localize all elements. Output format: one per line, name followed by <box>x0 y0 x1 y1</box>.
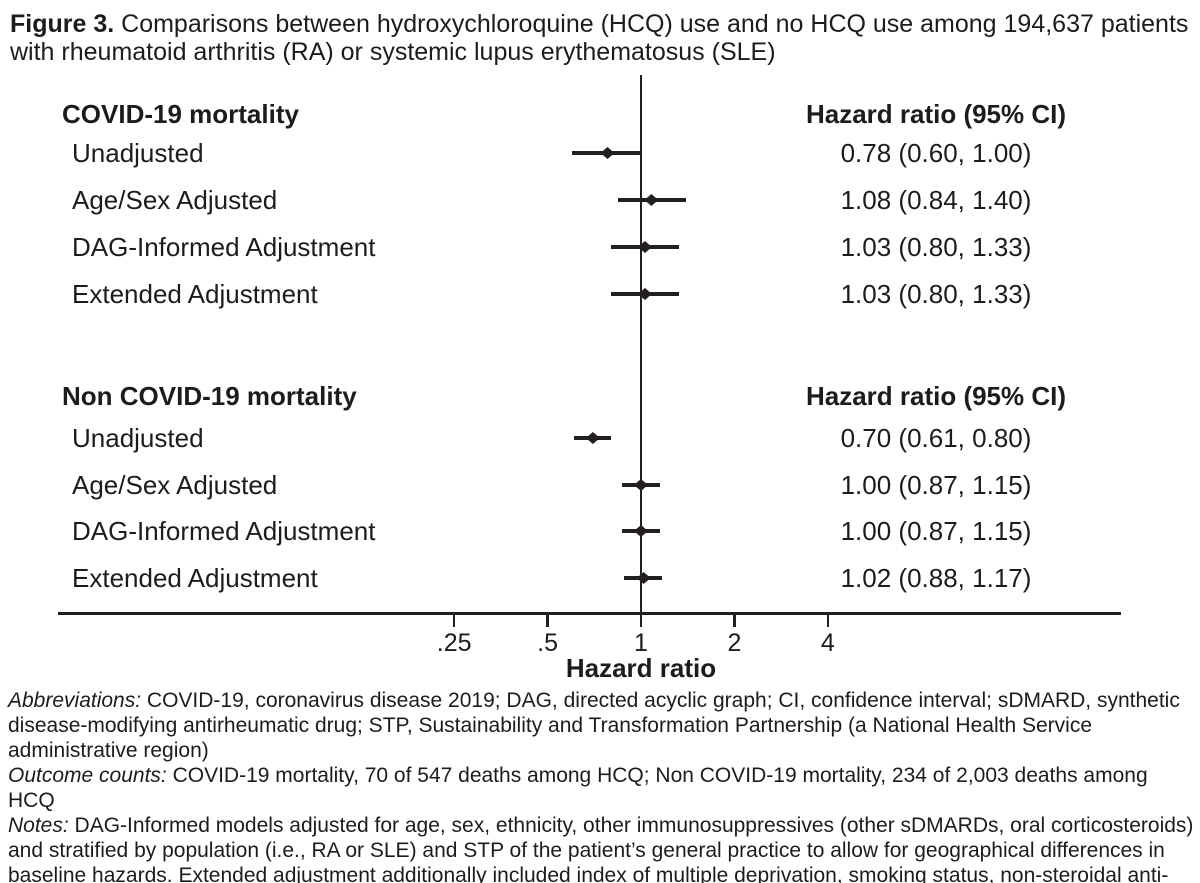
x-tick-label: .5 <box>537 629 559 657</box>
row-label: Unadjusted <box>72 138 204 168</box>
column-header: Hazard ratio (95% CI) <box>805 99 1067 129</box>
footnote-paragraph: Abbreviations: COVID-19, coronavirus dis… <box>8 688 1196 763</box>
footnote-text: COVID-19 mortality, 70 of 547 deaths amo… <box>8 764 1148 812</box>
section-title: COVID-19 mortality <box>62 99 299 129</box>
row-label: Extended Adjustment <box>72 279 318 309</box>
row-label: Age/Sex Adjusted <box>72 470 278 500</box>
x-tick <box>639 615 643 627</box>
figure-title-text: Comparisons between hydroxychloroquine (… <box>10 10 1189 66</box>
section-title: Non COVID-19 mortality <box>62 381 357 411</box>
x-axis-label: Hazard ratio <box>565 653 717 683</box>
x-tick-label: 1 <box>634 629 648 657</box>
point-estimate-diamond <box>634 479 648 491</box>
hazard-ratio-value: 1.08 (0.84, 1.40) <box>840 185 1032 215</box>
footnote-paragraph: Notes: DAG-Informed models adjusted for … <box>8 813 1196 883</box>
point-estimate-diamond <box>636 572 651 584</box>
point-estimate-diamond <box>600 147 615 159</box>
row-label: Age/Sex Adjusted <box>72 185 278 215</box>
footnote-lead: Notes: <box>8 814 69 837</box>
hazard-ratio-value: 0.78 (0.60, 1.00) <box>840 138 1032 168</box>
hazard-ratio-value: 1.03 (0.80, 1.33) <box>840 232 1032 262</box>
footnote-lead: Outcome counts: <box>8 764 167 787</box>
figure-title: Figure 3. Comparisons between hydroxychl… <box>10 10 1192 66</box>
row-label: Unadjusted <box>72 423 204 453</box>
x-tick-label: 4 <box>820 629 835 657</box>
x-axis-line <box>58 612 1121 615</box>
point-estimate-diamond <box>637 288 652 300</box>
point-estimate-diamond <box>634 525 648 537</box>
x-tick-label: 2 <box>727 629 742 657</box>
hazard-ratio-value: 1.00 (0.87, 1.15) <box>840 516 1032 546</box>
row-label: DAG-Informed Adjustment <box>72 232 376 262</box>
hazard-ratio-value: 1.02 (0.88, 1.17) <box>840 563 1032 593</box>
row-label: Extended Adjustment <box>72 563 318 593</box>
figure-number-label: Figure 3. <box>10 10 115 38</box>
footnote-text: COVID-19, coronavirus disease 2019; DAG,… <box>8 689 1180 762</box>
hazard-ratio-value: 1.00 (0.87, 1.15) <box>840 470 1032 500</box>
footnote-text: DAG-Informed models adjusted for age, se… <box>8 814 1194 883</box>
hazard-ratio-value: 0.70 (0.61, 0.80) <box>840 423 1032 453</box>
footnote-lead: Abbreviations: <box>8 689 142 712</box>
x-tick <box>546 615 549 627</box>
hazard-ratio-value: 1.03 (0.80, 1.33) <box>840 279 1032 309</box>
x-tick-label: .25 <box>436 629 472 657</box>
point-estimate-diamond <box>585 432 600 444</box>
footnote-paragraph: Outcome counts: COVID-19 mortality, 70 o… <box>8 763 1196 813</box>
x-tick <box>733 615 736 627</box>
x-tick <box>452 615 456 627</box>
x-tick <box>826 615 830 627</box>
forest-plot-area: Hazard ratio .25 .5 1 2 4 COVID-19 mortality H… <box>58 75 1121 683</box>
column-header: Hazard ratio (95% CI) <box>805 381 1067 411</box>
point-estimate-diamond <box>644 194 659 206</box>
point-estimate-diamond <box>637 241 652 253</box>
row-label: DAG-Informed Adjustment <box>72 516 376 546</box>
reference-line <box>639 75 643 612</box>
footnotes: Abbreviations: COVID-19, coronavirus dis… <box>8 688 1196 883</box>
